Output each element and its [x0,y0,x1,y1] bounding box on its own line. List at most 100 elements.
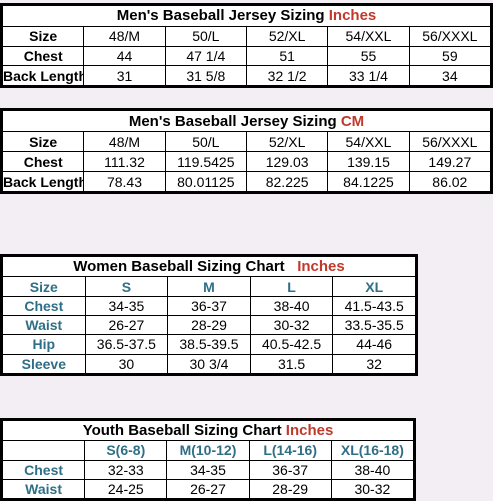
table-cell: 32 1/2 [245,65,329,86]
table-title-text: Women Baseball Sizing Chart [73,258,285,276]
table-cell: 139.15 [327,151,410,173]
table-cell: 24-25 [84,478,168,500]
unit-label: Inches [297,258,345,276]
table-cell: 31 [83,65,166,86]
table-cell: 28-29 [167,315,251,336]
table-cell: 44-46 [332,334,416,355]
table-cell: 30-32 [249,315,334,336]
header-row: Size 48/M 50/L 52/XL 54/XXL 56/XXXL [1,25,492,47]
header-cell: M [167,276,251,297]
header-cell: Size [2,276,86,297]
header-cell: S(6-8) [84,440,168,461]
unit-label: Inches [285,422,334,440]
unit-label: Inches [328,7,377,25]
unit-label: CM [340,112,365,130]
table-cell: 41.5-43.5 [332,295,416,317]
table-cell: 55 [327,45,410,67]
table-cell: 33 1/4 [327,65,410,86]
women-size-table: Women Baseball Sizing Chart Inches Size … [0,254,418,376]
youth-size-table: Youth Baseball Sizing Chart Inches S(6-8… [0,418,416,501]
table-cell: 51 [245,45,329,67]
table-title-text: Men's Baseball Jersey Sizing [116,7,325,25]
table-cell: 36-37 [167,295,251,317]
table-title: Men's Baseball Jersey Sizing CM [2,109,491,133]
row-label: Waist [1,478,86,500]
header-row: Size S M L XL [2,276,416,297]
table-cell: 31 5/8 [164,65,247,86]
header-cell: 54/XXL [327,131,410,153]
men-cm-size-table: Men's Baseball Jersey Sizing CM Size 48/… [0,108,493,194]
table-row: Back Length 78.43 80.01125 82.225 84.122… [1,171,492,192]
table-cell: 86.02 [408,171,492,192]
header-cell: L(14-16) [248,440,332,461]
table-cell: 38.5-39.5 [167,334,251,355]
table-row: Waist 26-27 28-29 30-32 33.5-35.5 [2,315,416,336]
table-cell: 26-27 [84,315,169,336]
table-cell: 59 [408,45,492,67]
header-cell: 56/XXXL [408,25,492,47]
header-cell: XL [332,276,416,297]
table-cell: 44 [83,45,166,67]
header-cell: 52/XL [245,25,329,47]
header-cell: L [249,276,334,297]
header-cell: 52/XL [245,131,329,153]
table-cell: 32-33 [84,459,168,480]
table-cell: 129.03 [245,151,329,173]
header-cell: 56/XXXL [408,131,492,153]
table-row: Hip 36.5-37.5 38.5-39.5 40.5-42.5 44-46 [2,334,416,355]
header-row: S(6-8) M(10-12) L(14-16) XL(16-18) [1,440,415,461]
table-row: Chest 32-33 34-35 36-37 38-40 [1,459,415,480]
table-title-text: Men's Baseball Jersey Sizing [128,112,337,130]
header-cell: 48/M [83,25,166,47]
table-row: Chest 44 47 1/4 51 55 59 [1,45,492,67]
table-row: Chest 34-35 36-37 38-40 41.5-43.5 [2,295,416,317]
header-cell: Size [1,131,85,153]
table-title-text: Youth Baseball Sizing Chart [82,422,282,440]
table-title: Youth Baseball Sizing Chart Inches [2,419,414,442]
table-cell: 38-40 [330,459,415,480]
row-label: Sleeve [2,353,86,375]
header-cell: 50/L [164,131,247,153]
table-row: Chest 111.32 119.5425 129.03 139.15 149.… [1,151,492,173]
header-cell: Size [1,25,85,47]
table-cell: 47 1/4 [164,45,247,67]
table-cell: 28-29 [248,478,332,500]
table-cell: 32 [332,353,416,375]
table-row: Waist 24-25 26-27 28-29 30-32 [1,478,415,500]
table-row: Back Length 31 31 5/8 32 1/2 33 1/4 34 [1,65,492,86]
table-cell: 80.01125 [164,171,247,192]
table-cell: 33.5-35.5 [332,315,416,336]
table-cell: 31.5 [249,353,334,375]
table-cell: 111.32 [83,151,166,173]
table-cell: 119.5425 [164,151,247,173]
row-label: Chest [1,151,85,173]
row-label: Waist [2,315,86,336]
table-cell: 38-40 [249,295,334,317]
table-cell: 149.27 [408,151,492,173]
header-cell: XL(16-18) [330,440,415,461]
row-label: Chest [1,459,86,480]
table-cell: 34-35 [166,459,250,480]
header-cell: 54/XXL [327,25,410,47]
table-cell: 34 [408,65,492,86]
row-label: Hip [2,334,86,355]
table-cell: 84.1225 [327,171,410,192]
row-label: Back Length [1,65,85,86]
table-cell: 36.5-37.5 [84,334,169,355]
table-cell: 30 [84,353,169,375]
row-label: Back Length [1,171,85,192]
table-title: Men's Baseball Jersey Sizing Inches [2,5,491,27]
table-cell: 82.225 [245,171,329,192]
table-cell: 30 3/4 [167,353,251,375]
table-title: Women Baseball Sizing Chart Inches [2,255,416,278]
header-cell: S [84,276,169,297]
table-cell: 36-37 [248,459,332,480]
header-row: Size 48/M 50/L 52/XL 54/XXL 56/XXXL [1,131,492,153]
table-cell: 34-35 [84,295,169,317]
men-inches-size-table: Men's Baseball Jersey Sizing Inches Size… [0,3,493,88]
table-cell: 40.5-42.5 [249,334,334,355]
row-label: Chest [1,45,85,67]
header-cell: 48/M [83,131,166,153]
table-cell: 26-27 [166,478,250,500]
header-cell: 50/L [164,25,247,47]
